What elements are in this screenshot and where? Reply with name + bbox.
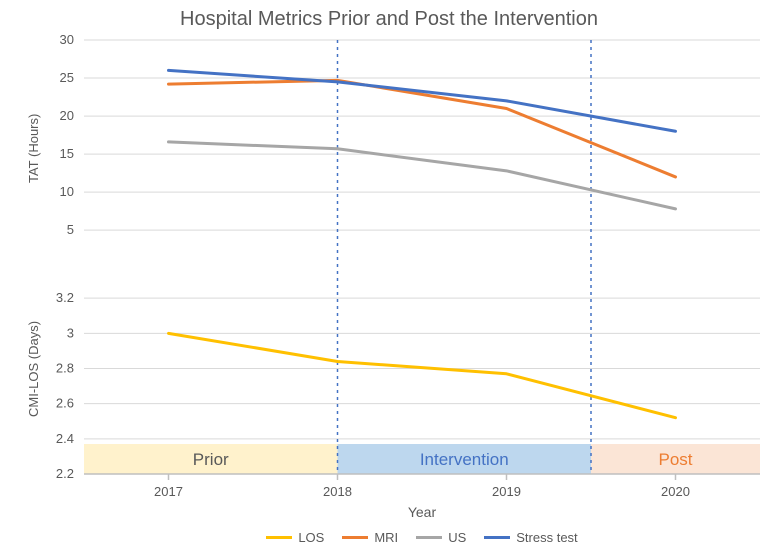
legend-item: MRI	[342, 530, 398, 545]
legend-label: Stress test	[516, 530, 577, 545]
y-tick-label: 3.2	[56, 290, 74, 305]
period-label: Post	[658, 450, 692, 469]
series-line-stress-test	[169, 70, 676, 131]
x-tick-label: 2019	[492, 484, 521, 499]
legend-label: MRI	[374, 530, 398, 545]
legend-swatch	[266, 536, 292, 539]
y-tick-label: 2.6	[56, 396, 74, 411]
y-axis-label-bottom: CMI-LOS (Days)	[26, 320, 41, 416]
legend-label: US	[448, 530, 466, 545]
legend-item: LOS	[266, 530, 324, 545]
y-tick-label: 2.4	[56, 431, 74, 446]
y-tick-label: 5	[67, 222, 74, 237]
series-line-mri	[169, 80, 676, 177]
legend-label: LOS	[298, 530, 324, 545]
series-line-us	[169, 142, 676, 209]
y-tick-label: 2.2	[56, 466, 74, 481]
x-tick-label: 2018	[323, 484, 352, 499]
chart-container: Hospital Metrics Prior and Post the Inte…	[0, 0, 778, 552]
y-tick-label: 15	[60, 146, 74, 161]
x-tick-label: 2020	[661, 484, 690, 499]
y-tick-label: 25	[60, 70, 74, 85]
series-line-los	[169, 333, 676, 417]
y-tick-label: 3	[67, 325, 74, 340]
x-tick-label: 2017	[154, 484, 183, 499]
y-tick-label: 20	[60, 108, 74, 123]
legend: LOS MRI US Stress test	[84, 530, 760, 545]
y-tick-label: 2.8	[56, 361, 74, 376]
legend-swatch	[484, 536, 510, 539]
period-label: Prior	[193, 450, 229, 469]
y-tick-label: 30	[60, 32, 74, 47]
period-label: Intervention	[420, 450, 509, 469]
legend-item: US	[416, 530, 466, 545]
y-tick-label: 10	[60, 184, 74, 199]
y-axis-label-top: TAT (Hours)	[26, 113, 41, 182]
chart-plot: Prior Intervention Post 5 10 15 20 25 30 2.2 2.4 2.…	[0, 0, 778, 552]
x-axis-label: Year	[84, 504, 760, 520]
legend-swatch	[342, 536, 368, 539]
legend-item: Stress test	[484, 530, 577, 545]
legend-swatch	[416, 536, 442, 539]
